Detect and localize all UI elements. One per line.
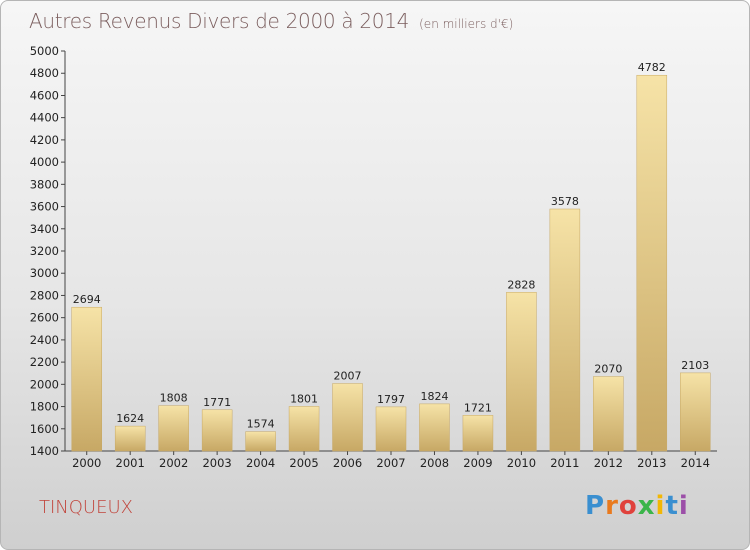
bar-2001 xyxy=(114,425,146,452)
y-tick-label: 3400 xyxy=(30,222,59,236)
data-label-2008: 1824 xyxy=(420,390,448,403)
x-tick-label: 2003 xyxy=(202,456,231,470)
y-tick-label: 4200 xyxy=(30,133,59,147)
data-label-2009: 1721 xyxy=(464,401,492,414)
x-tick-label: 2005 xyxy=(289,456,318,470)
y-tick-label: 1800 xyxy=(30,400,59,414)
bar-2014 xyxy=(680,372,711,452)
y-tick-label: 1400 xyxy=(30,444,59,458)
y-tick-label: 2000 xyxy=(30,377,59,391)
y-tick-label: 4600 xyxy=(30,88,59,102)
bar-2005 xyxy=(288,406,320,452)
y-tick-label: 2800 xyxy=(30,288,59,302)
data-label-2013: 4782 xyxy=(638,61,666,74)
bar-2011 xyxy=(549,208,581,452)
y-tick-label: 2400 xyxy=(30,333,59,347)
x-tick-label: 2011 xyxy=(550,456,579,470)
data-label-2002: 1808 xyxy=(160,392,188,405)
y-tick-label: 1600 xyxy=(30,422,59,436)
data-label-2014: 2103 xyxy=(681,359,709,372)
bar-2006 xyxy=(332,383,363,452)
x-tick-label: 2004 xyxy=(246,456,275,470)
y-tick-label: 3000 xyxy=(30,266,59,280)
data-label-2007: 1797 xyxy=(377,393,405,406)
chart-data-labels: 2694 1624 1808 1771 1574 1801 2007 1797 1824 1721… xyxy=(73,61,710,430)
chart-title: Autres Revenus Divers de 2000 à 2014 (en… xyxy=(29,9,513,33)
data-label-2011: 3578 xyxy=(551,195,579,208)
logo-letter: x xyxy=(637,491,656,521)
x-tick-label: 2007 xyxy=(376,456,405,470)
x-tick-label: 2012 xyxy=(594,456,623,470)
x-tick-label: 2006 xyxy=(333,456,362,470)
logo-letter: P xyxy=(585,491,606,521)
bar-2012 xyxy=(593,376,624,452)
x-tick-label: 2013 xyxy=(637,456,666,470)
bar-2003 xyxy=(201,409,233,452)
x-tick-label: 2009 xyxy=(463,456,492,470)
y-tick-label: 4000 xyxy=(30,155,59,169)
y-tick-label: 3800 xyxy=(30,177,59,191)
x-tick-label: 2008 xyxy=(420,456,449,470)
y-tick-label: 3600 xyxy=(30,200,59,214)
data-label-2010: 2828 xyxy=(507,278,535,291)
bar-2008 xyxy=(419,403,450,452)
chart-title-text: Autres Revenus Divers de 2000 à 2014 xyxy=(29,9,410,33)
y-tick-label: 4400 xyxy=(30,111,59,125)
bar-2007 xyxy=(375,406,407,452)
x-tick-label: 2001 xyxy=(116,456,145,470)
bar-2000 xyxy=(71,306,102,452)
logo-letter: t xyxy=(665,491,679,521)
logo-letter: i xyxy=(655,491,666,521)
bar-2004 xyxy=(245,431,276,452)
chart-bars xyxy=(71,74,711,452)
proxiti-logo: Proxiti xyxy=(585,491,689,521)
logo-letter: i xyxy=(678,491,689,521)
data-label-2001: 1624 xyxy=(116,412,144,425)
data-label-2004: 1574 xyxy=(247,418,275,431)
chart-axes: 1400 1600 1800 2000 2200 2400 2600 2800 3000 3200… xyxy=(30,44,717,470)
x-tick-label: 2000 xyxy=(72,456,101,470)
data-label-2000: 2694 xyxy=(73,293,101,306)
logo-letter: o xyxy=(618,491,638,521)
chart-subtitle: (en milliers d'€) xyxy=(419,17,514,31)
y-tick-label: 4800 xyxy=(30,66,59,80)
y-tick-label: 2600 xyxy=(30,311,59,325)
bar-2002 xyxy=(158,405,189,452)
data-label-2005: 1801 xyxy=(290,392,318,405)
logo-letter: r xyxy=(605,491,619,521)
data-label-2006: 2007 xyxy=(334,370,362,383)
bar-2009 xyxy=(462,415,494,452)
x-tick-label: 2002 xyxy=(159,456,188,470)
y-tick-label: 3200 xyxy=(30,244,59,258)
data-label-2003: 1771 xyxy=(203,396,231,409)
location-name: TINQUEUX xyxy=(39,497,133,518)
y-tick-label: 2200 xyxy=(30,355,59,369)
x-tick-label: 2014 xyxy=(681,456,710,470)
bar-2013 xyxy=(636,74,668,452)
y-tick-label: 5000 xyxy=(30,44,59,58)
data-label-2012: 2070 xyxy=(594,363,622,376)
bar-2010 xyxy=(506,292,537,452)
x-tick-label: 2010 xyxy=(507,456,536,470)
